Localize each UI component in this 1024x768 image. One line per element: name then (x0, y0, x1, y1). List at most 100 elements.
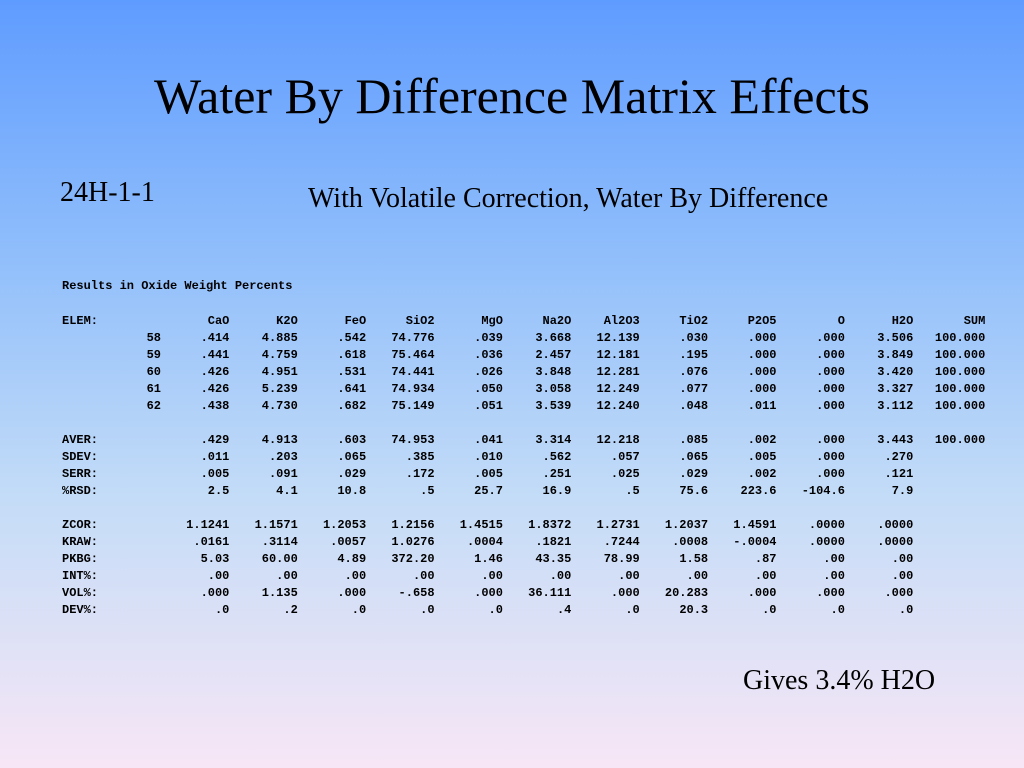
table-cell: 4.885 (261, 331, 298, 345)
table-cell: .091 (268, 467, 298, 481)
table-cell: .00 (549, 569, 572, 583)
table-cell: 3.443 (877, 433, 914, 447)
table-cell: .036 (474, 348, 503, 362)
table-cell: 20.3 (679, 603, 709, 617)
table-cell: .1821 (535, 535, 572, 549)
table-cell: 1.4591 (733, 518, 777, 532)
column-header: Al2O3 (603, 314, 640, 328)
column-header: K2O (276, 314, 298, 328)
row-label: KRAW: (62, 535, 99, 549)
table-cell: 12.281 (596, 365, 640, 379)
table-cell: .0000 (877, 518, 914, 532)
table-cell: 372.20 (391, 552, 435, 566)
table-cell: .00 (686, 569, 709, 583)
table-cell: .0 (488, 603, 503, 617)
column-header: TiO2 (679, 314, 709, 328)
table-cell: .000 (610, 586, 640, 600)
table-cell: .385 (405, 450, 435, 464)
row-id (126, 449, 161, 466)
table-cell: 1.2053 (322, 518, 367, 532)
row-label: DEV%: (62, 603, 99, 617)
table-cell: 1.0276 (391, 535, 435, 549)
table-cell: 12.240 (596, 399, 640, 413)
column-header: MgO (481, 314, 503, 328)
sample-id: 24H-1-1 (60, 177, 155, 208)
table-cell: 3.327 (877, 382, 914, 396)
table-cell: 4.759 (261, 348, 298, 362)
table-cell: 74.441 (391, 365, 435, 379)
table-cell: .4 (556, 603, 572, 617)
table-cell: .005 (747, 450, 777, 464)
table-cell: 4.89 (337, 552, 367, 566)
table-cell: 75.464 (391, 348, 435, 362)
correction-row: ZCOR: 1.1241 1.1571 1.2053 1.2156 1.4515 1.837… (62, 517, 985, 534)
table-cell: .429 (200, 433, 230, 447)
table-cell: .00 (891, 569, 914, 583)
column-header: FeO (344, 314, 367, 328)
table-cell (913, 449, 985, 466)
spacer-row (62, 500, 985, 517)
table-cell: 5.239 (261, 382, 298, 396)
table-cell: .000 (816, 365, 845, 379)
table-cell: 2.5 (207, 484, 230, 498)
table-cell: .0161 (193, 535, 230, 549)
stats-row: %RSD: 2.5 4.1 10.8 .5 25.7 16.9 .5 75.6 223.6 -104… (62, 483, 985, 500)
table-cell: 1.46 (474, 552, 503, 566)
table-cell: .002 (747, 467, 777, 481)
row-id (126, 602, 161, 619)
table-cell: 100.000 (934, 331, 986, 345)
row-id (126, 585, 161, 602)
slide-title: Water By Difference Matrix Effects (153, 68, 871, 124)
stats-row: SERR: .005 .091 .029 .172 .005 .251 .025 .029 .00… (62, 466, 985, 483)
table-cell: .000 (816, 467, 845, 481)
table-cell: 1.2156 (391, 518, 435, 532)
table-cell: .0 (351, 603, 367, 617)
table-cell: 1.2037 (664, 518, 709, 532)
table-cell: .026 (474, 365, 503, 379)
table-cell: 78.99 (603, 552, 640, 566)
table-cell: 4.730 (261, 399, 298, 413)
table-cell: 1.58 (679, 552, 709, 566)
table-cell: .000 (747, 586, 777, 600)
table-cell: .005 (474, 467, 503, 481)
table-cell: 100.000 (934, 348, 986, 362)
table-cell: -.658 (398, 586, 435, 600)
table-cell: .172 (405, 467, 435, 481)
table-cell: .076 (679, 365, 709, 379)
table-cell: -104.6 (801, 484, 845, 498)
row-label: SDEV: (62, 450, 99, 464)
correction-row: VOL%: .000 1.135 .000 -.658 .000 36.111 .000 20.… (62, 585, 985, 602)
table-cell: 1.4515 (459, 518, 503, 532)
table-cell: .00 (823, 552, 845, 566)
table-cell: .0000 (877, 535, 914, 549)
table-cell: .542 (337, 331, 367, 345)
table-cell: .00 (481, 569, 503, 583)
row-id: 61 (146, 382, 161, 396)
table-cell: 12.181 (596, 348, 640, 362)
table-cell: 1.2731 (596, 518, 640, 532)
table-cell: -.0004 (733, 535, 777, 549)
row-label (62, 398, 126, 415)
table-cell: .011 (747, 399, 777, 413)
table-cell: .0 (830, 603, 845, 617)
table-cell: .000 (747, 365, 777, 379)
table-cell: .426 (200, 382, 230, 396)
table-cell: .000 (337, 586, 367, 600)
table-cell: .00 (823, 569, 845, 583)
table-cell: .0 (898, 603, 914, 617)
row-id (126, 534, 161, 551)
table-cell: 3.848 (535, 365, 572, 379)
table-cell: .426 (200, 365, 230, 379)
correction-row: PKBG: 5.03 60.00 4.89 372.20 1.46 43.35 78.99 1.… (62, 551, 985, 568)
table-cell: .000 (747, 382, 777, 396)
table-cell: .603 (337, 433, 367, 447)
table-cell: .00 (754, 569, 777, 583)
table-cell: 223.6 (740, 484, 777, 498)
row-label (62, 381, 126, 398)
table-cell: .000 (816, 450, 845, 464)
row-label (62, 330, 126, 347)
table-cell: .87 (754, 552, 777, 566)
table-cell: .050 (474, 382, 503, 396)
table-cell: .041 (474, 433, 503, 447)
table-cell: .270 (884, 450, 914, 464)
